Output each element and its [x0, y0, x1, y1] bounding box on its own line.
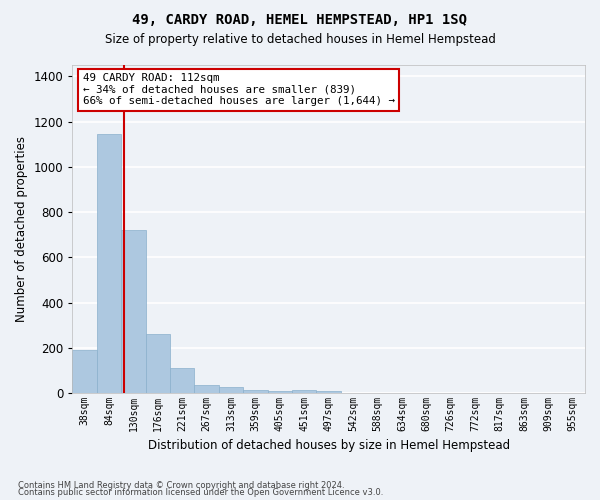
- Bar: [170, 368, 194, 393]
- Bar: [268, 392, 292, 393]
- Bar: [292, 390, 316, 393]
- Text: Size of property relative to detached houses in Hemel Hempstead: Size of property relative to detached ho…: [104, 32, 496, 46]
- Bar: [219, 387, 243, 393]
- Text: Contains public sector information licensed under the Open Government Licence v3: Contains public sector information licen…: [18, 488, 383, 497]
- Bar: [73, 350, 97, 393]
- Text: Contains HM Land Registry data © Crown copyright and database right 2024.: Contains HM Land Registry data © Crown c…: [18, 480, 344, 490]
- Y-axis label: Number of detached properties: Number of detached properties: [15, 136, 28, 322]
- Bar: [194, 385, 219, 393]
- Bar: [243, 390, 268, 393]
- Bar: [121, 230, 146, 393]
- Bar: [97, 134, 121, 393]
- Bar: [316, 392, 341, 393]
- Bar: [146, 334, 170, 393]
- X-axis label: Distribution of detached houses by size in Hemel Hempstead: Distribution of detached houses by size …: [148, 440, 510, 452]
- Text: 49, CARDY ROAD, HEMEL HEMPSTEAD, HP1 1SQ: 49, CARDY ROAD, HEMEL HEMPSTEAD, HP1 1SQ: [133, 12, 467, 26]
- Text: 49 CARDY ROAD: 112sqm
← 34% of detached houses are smaller (839)
66% of semi-det: 49 CARDY ROAD: 112sqm ← 34% of detached …: [83, 73, 395, 106]
